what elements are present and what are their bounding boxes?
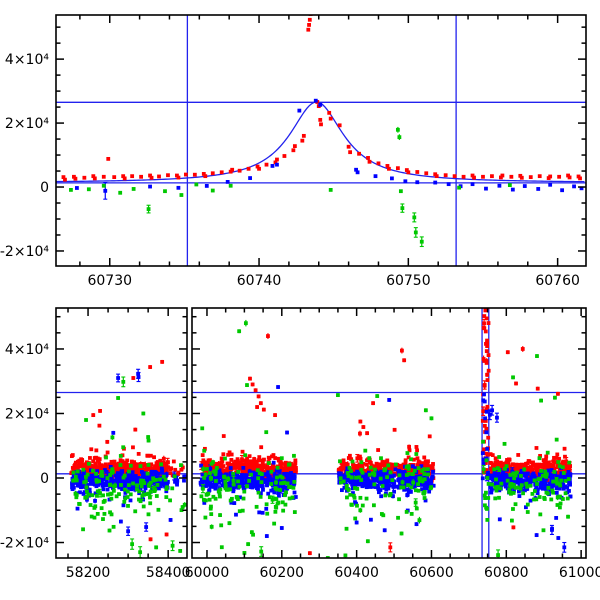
y-tick-label: 4×10⁴ <box>5 342 49 358</box>
plot-area <box>56 15 586 266</box>
x-tick-label: 60400 <box>334 565 379 581</box>
x-tick-label: 60200 <box>260 565 305 581</box>
axis-ticks <box>56 15 586 266</box>
y-tick-label: -2×10⁴ <box>0 244 49 260</box>
x-tick-label: 60730 <box>87 273 132 289</box>
threshold-lines <box>56 101 586 184</box>
x-tick-label: 60760 <box>535 273 580 289</box>
x-tick-label: 60750 <box>386 273 431 289</box>
x-tick-label: 61000 <box>559 565 600 581</box>
x-tick-label: 60600 <box>409 565 454 581</box>
x-tick-label: 60000 <box>185 565 230 581</box>
bottom-right-panel: 60000 60200 60400 60600 60800 61000 <box>185 307 600 581</box>
tick-labels: 58200 58400 -2×10⁴ 0 2×10⁴ 4×10⁴ <box>0 342 190 581</box>
y-tick-label: -2×10⁴ <box>0 536 49 552</box>
x-tick-label: 60740 <box>237 273 282 289</box>
x-tick-label: 58400 <box>146 565 191 581</box>
axis-ticks <box>192 308 586 558</box>
tick-labels: 60730 60740 60750 60760 -2×10⁴ 0 2×10⁴ 4×10⁴ <box>0 52 580 289</box>
panel-frame <box>191 307 587 559</box>
plot-area <box>192 308 586 558</box>
plot-area <box>56 359 187 558</box>
event-window-lines <box>186 15 457 266</box>
data-points <box>198 308 573 558</box>
x-tick-label: 60800 <box>484 565 529 581</box>
y-tick-label: 4×10⁴ <box>5 52 49 68</box>
event-window-lines <box>481 308 490 558</box>
y-tick-label: 0 <box>40 471 49 487</box>
bottom-left-panel: 58200 58400 -2×10⁴ 0 2×10⁴ 4×10⁴ <box>0 307 190 581</box>
x-tick-label: 58200 <box>66 565 111 581</box>
model-curve <box>56 101 585 183</box>
tick-labels: 60000 60200 60400 60600 60800 61000 <box>185 565 600 581</box>
axis-ticks <box>56 308 187 558</box>
data-points <box>69 359 187 558</box>
y-tick-label: 0 <box>40 180 49 196</box>
y-tick-label: 2×10⁴ <box>5 116 49 132</box>
y-tick-label: 2×10⁴ <box>5 406 49 422</box>
data-points <box>61 15 584 248</box>
panel-frame <box>55 14 587 267</box>
top-panel: 60730 60740 60750 60760 -2×10⁴ 0 2×10⁴ 4×10⁴ <box>0 14 587 289</box>
panel-frame <box>55 307 188 559</box>
